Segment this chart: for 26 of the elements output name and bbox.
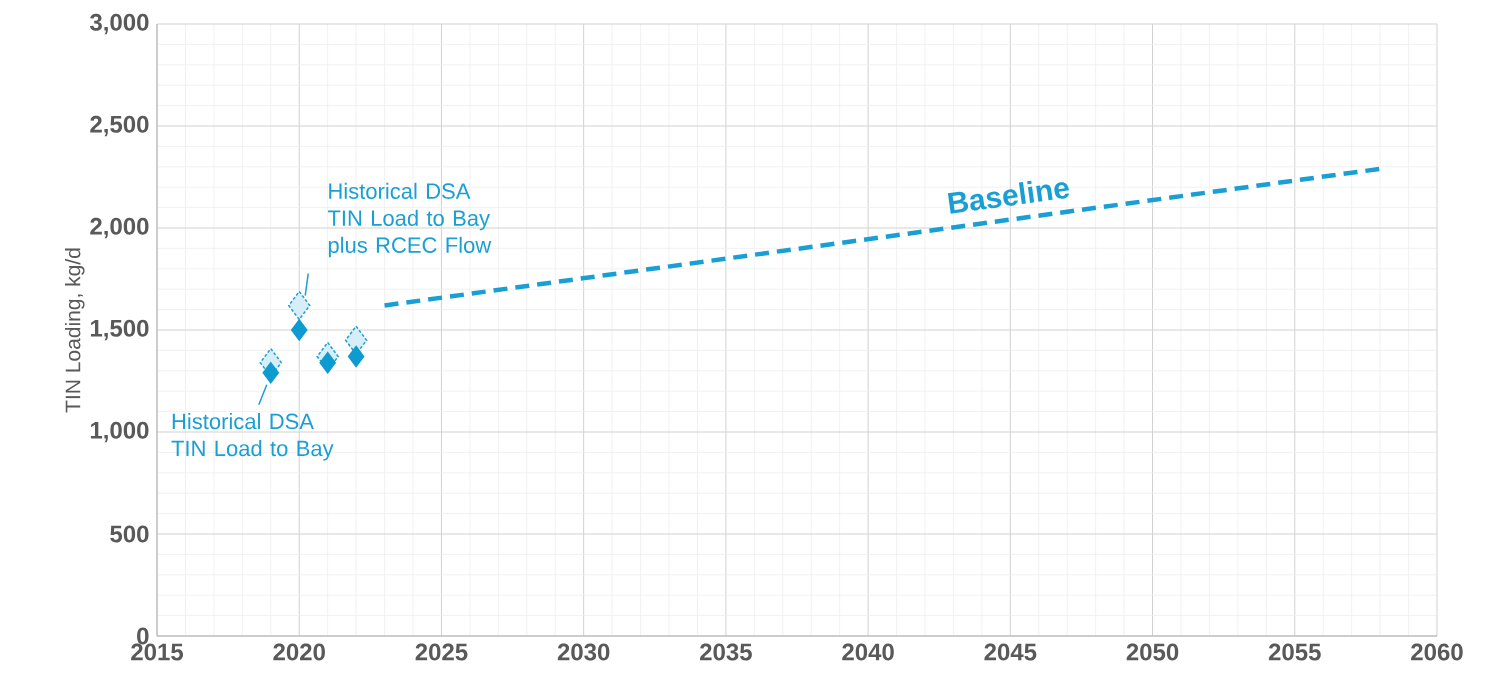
y-tick-label: 2,000 [90,217,149,239]
x-tick-label: 2045 [984,643,1037,661]
annotation: Historical DSA TIN Load to Bay [171,413,334,461]
x-tick-label: 2025 [415,643,468,661]
y-tick-label: 3,000 [89,13,149,35]
point [290,319,308,341]
x-tick-label: 2055 [1268,643,1321,661]
y-tick-label: 1,000 [90,421,149,443]
point [262,362,280,384]
y-tick-label: 1,500 [90,319,149,341]
x-tick-label: 2035 [700,643,752,661]
annotation: Historical DSA TIN Load to Bay plus RCEC Flow [327,182,492,258]
y-tick-label: 0 [137,627,149,645]
text: Baseline [947,180,1070,214]
y-tick-label: 2,500 [90,115,149,137]
point [347,345,365,368]
x-tick-label: 2040 [842,643,894,661]
x-tick-label: 2020 [273,643,325,661]
point [319,351,336,374]
y-axis-title: TIN Loading, kg/d [64,248,85,413]
x-tick-label: 2015 [131,643,184,661]
x-tick-label: 2060 [1411,643,1463,661]
x-tick-label: 2050 [1126,643,1179,661]
point [287,290,311,321]
y-tick-label: 500 [110,525,149,543]
x-tick-label: 2030 [557,643,610,661]
